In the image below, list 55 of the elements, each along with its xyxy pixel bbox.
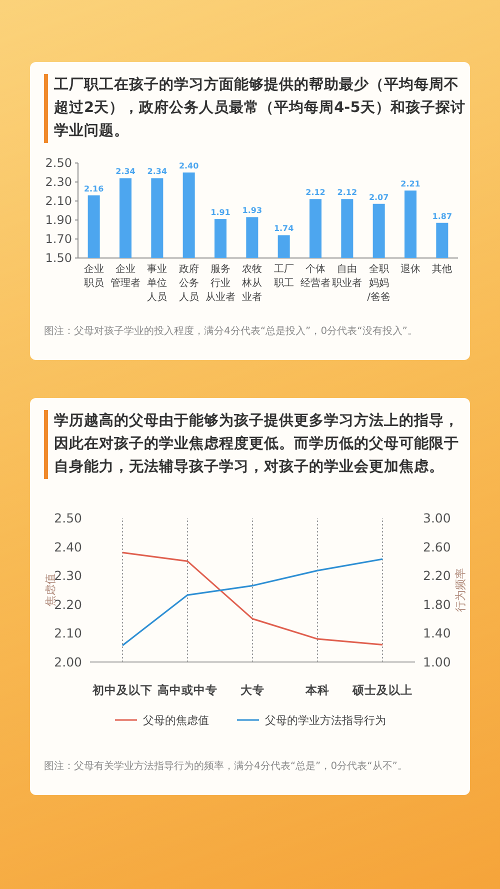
data-label: 2.40 bbox=[178, 162, 200, 170]
y-tick-label: 2.30 bbox=[54, 568, 82, 584]
y-tick-label: 1.50 bbox=[45, 251, 72, 265]
data-label: 1.87 bbox=[432, 212, 452, 221]
data-label: 2.16 bbox=[84, 184, 104, 194]
chart-title: 学历越高的父母由于能够为孩子提供更多学习方法上的指导，因此在对孩子的学业焦虑程度更低。而学历低的父母可能限于自身能力，无法辅导孩子学习，对孩子的学业会更加焦虑。 bbox=[44, 410, 466, 479]
legend-label: 父母的学业方法指导行为 bbox=[265, 714, 386, 727]
text: 图注：父母对孩子学业的投入程度，满分4分代表“总是投入”，0分代表“没有投入”。 bbox=[44, 324, 418, 338]
y-tick-label: 2.50 bbox=[54, 510, 82, 526]
y2-tick-label: 2.20 bbox=[423, 568, 451, 584]
x-tick-label: 高中或中专 bbox=[158, 683, 218, 697]
y-tick-label: 1.70 bbox=[45, 232, 72, 246]
x-tick-label: 政府公务人员 bbox=[178, 263, 199, 303]
x-tick-label: 退休 bbox=[400, 263, 420, 275]
x-tick-label: 大专 bbox=[240, 683, 264, 697]
y-tick-label: 2.10 bbox=[54, 626, 82, 641]
y-axis-title: 焦虑值 bbox=[44, 574, 57, 606]
x-tick-label: 个体经营者 bbox=[300, 263, 330, 289]
y2-tick-label: 2.60 bbox=[423, 539, 451, 554]
data-label: 1.91 bbox=[210, 208, 231, 218]
y-tick-label: 2.00 bbox=[54, 654, 82, 670]
data-label: 2.34 bbox=[147, 167, 168, 176]
x-tick-label: 企业职员 bbox=[84, 263, 104, 289]
y-tick-label: 2.10 bbox=[45, 194, 72, 208]
data-label: 2.12 bbox=[306, 188, 326, 198]
y-tick-label: 2.30 bbox=[45, 175, 72, 189]
legend-label: 父母的焦虑值 bbox=[143, 714, 209, 727]
x-tick-label: 本科 bbox=[304, 683, 330, 697]
x-tick-label: 企业管理者 bbox=[110, 263, 140, 289]
text: 图注：父母有关学业方法指导行为的频率，满分4分代表“总是”，0分代表“从不”。 bbox=[44, 760, 408, 773]
y-tick-label: 2.20 bbox=[54, 596, 82, 612]
y-tick-label: 2.40 bbox=[54, 539, 82, 554]
y2-tick-label: 3.00 bbox=[423, 510, 451, 526]
x-tick-label: 自由职业者 bbox=[332, 263, 362, 289]
y-tick-label: 2.50 bbox=[45, 156, 72, 170]
x-tick-label: 事业单位人员 bbox=[147, 263, 168, 303]
x-tick-label: 初中及以下 bbox=[92, 683, 152, 697]
x-tick-label: 农牧林从业者 bbox=[241, 264, 262, 303]
y2-tick-label: 1.00 bbox=[423, 654, 451, 670]
y2-axis-title: 行为频率 bbox=[454, 568, 467, 612]
y2-tick-label: 1.80 bbox=[423, 596, 451, 612]
y2-tick-label: 1.40 bbox=[423, 626, 451, 641]
chart-title: 工厂职工在孩子的学习方面能够提供的帮助最少（平均每周不超过2天），政府公务人员最常（平均每周4-5天）和孩子探讨学业问题。 bbox=[44, 74, 466, 143]
data-label: 1.93 bbox=[242, 206, 262, 216]
x-tick-label: 全职妈妈/爸爸 bbox=[367, 263, 391, 303]
x-tick-label: 其他 bbox=[432, 263, 452, 275]
x-tick-label: 硕士及以上 bbox=[352, 683, 412, 697]
data-label: 2.34 bbox=[116, 167, 136, 176]
y-tick-label: 1.90 bbox=[45, 213, 72, 227]
data-label: 1.74 bbox=[274, 224, 294, 234]
data-label: 2.21 bbox=[400, 180, 421, 189]
data-label: 2.07 bbox=[368, 192, 389, 202]
x-tick-label: 工厂职工 bbox=[274, 264, 294, 289]
data-label: 2.12 bbox=[337, 188, 358, 198]
x-tick-label: 服务行业从业者 bbox=[206, 263, 236, 303]
